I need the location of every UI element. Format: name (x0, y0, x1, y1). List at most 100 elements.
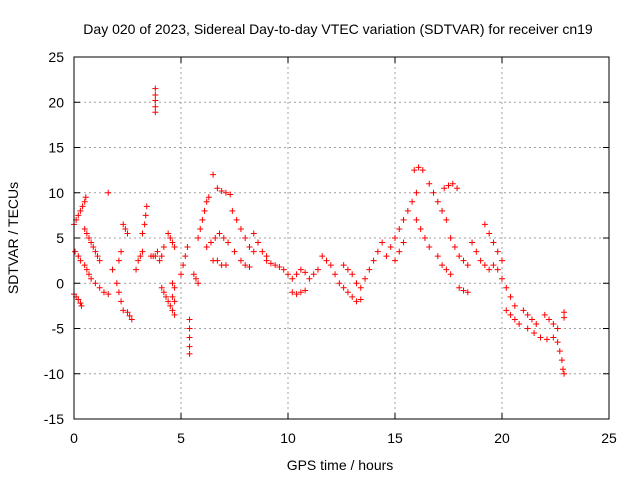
data-point (216, 230, 223, 237)
data-point (133, 266, 140, 273)
data-point (490, 239, 497, 246)
data-point (171, 298, 178, 305)
data-point (447, 235, 454, 241)
data-point (113, 280, 120, 287)
data-point (366, 266, 373, 273)
data-point (207, 239, 214, 246)
data-point (118, 248, 125, 255)
data-point (374, 248, 381, 255)
chart-title: Day 020 of 2023, Sidereal Day-to-day VTE… (83, 21, 593, 37)
data-point (409, 198, 416, 205)
data-point (75, 253, 82, 260)
data-point (332, 271, 339, 278)
data-point (83, 230, 90, 237)
data-point (340, 284, 347, 291)
data-point (154, 248, 161, 255)
data-point (77, 300, 84, 307)
data-point (267, 260, 274, 267)
data-point (212, 235, 219, 241)
data-point (302, 269, 309, 276)
data-point (524, 311, 531, 318)
data-point (75, 212, 82, 219)
data-point (558, 357, 565, 364)
data-point (220, 235, 227, 241)
data-point (160, 244, 167, 251)
x-tick-label: 0 (70, 430, 78, 446)
data-point (411, 167, 418, 174)
data-point (218, 187, 225, 194)
data-point (447, 271, 454, 278)
y-tick-label: 0 (56, 275, 64, 291)
data-point (443, 266, 450, 273)
data-point (122, 225, 129, 232)
data-point (85, 235, 92, 241)
data-point (520, 307, 527, 314)
x-axis-label: GPS time / hours (287, 457, 394, 473)
data-point (464, 262, 471, 269)
data-point (550, 320, 557, 327)
y-tick-label: 5 (56, 230, 64, 246)
data-point (171, 244, 178, 251)
data-point (481, 221, 488, 228)
data-point (314, 266, 321, 273)
data-point (118, 298, 125, 305)
data-point (180, 262, 187, 269)
data-point (160, 289, 167, 296)
data-point (499, 257, 505, 264)
data-point (415, 164, 422, 171)
data-point (109, 266, 116, 273)
data-point (237, 257, 244, 264)
data-point (171, 311, 178, 318)
data-point (456, 284, 463, 291)
data-point (460, 287, 467, 294)
data-point (77, 257, 84, 264)
data-point (225, 239, 232, 246)
data-point (152, 97, 159, 104)
data-point (451, 244, 458, 251)
data-point (528, 316, 535, 323)
data-point (297, 266, 304, 273)
data-point (137, 253, 144, 260)
data-point (387, 244, 394, 251)
data-points (71, 85, 568, 377)
data-point (178, 271, 184, 278)
data-point (413, 189, 420, 196)
data-point (443, 216, 450, 223)
data-point (195, 280, 202, 287)
data-point (152, 103, 159, 110)
data-point (370, 257, 377, 264)
data-point (503, 307, 510, 314)
data-point (507, 311, 514, 318)
axis-tick-labels: 0 5 10 15 20 25 -15 -10 -5 0 5 10 15 20 25 (44, 49, 617, 446)
data-point (323, 257, 330, 264)
data-point (340, 262, 347, 269)
data-point (75, 296, 82, 303)
data-point (135, 257, 142, 264)
data-point (276, 263, 283, 270)
data-point (561, 370, 568, 377)
data-point (426, 244, 433, 251)
data-point (126, 312, 133, 319)
data-point (167, 235, 174, 241)
data-point (169, 307, 176, 314)
data-point (83, 266, 90, 273)
data-point (141, 221, 148, 228)
data-point (396, 225, 403, 232)
data-point (143, 203, 150, 210)
data-point (128, 316, 135, 323)
data-point (524, 325, 531, 332)
data-point (92, 248, 99, 255)
data-point (124, 230, 131, 237)
data-point (319, 253, 326, 260)
data-point (169, 293, 176, 300)
data-point (357, 296, 364, 303)
data-point (357, 284, 364, 291)
y-axis-label: SDTVAR / TECUs (5, 182, 21, 294)
data-point (543, 336, 550, 343)
data-point (105, 291, 112, 298)
data-point (182, 253, 189, 260)
data-point (336, 280, 343, 287)
data-point (556, 348, 563, 355)
data-point (90, 244, 97, 251)
